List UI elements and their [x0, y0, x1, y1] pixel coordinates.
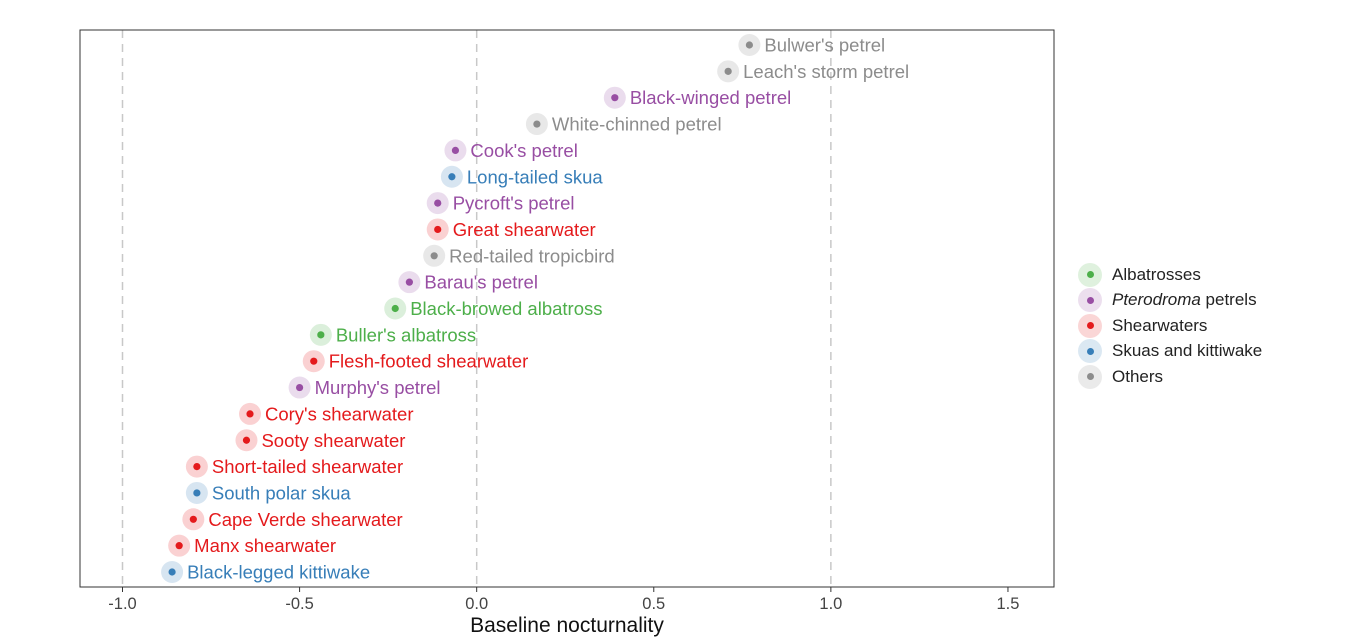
point-marker — [310, 357, 318, 365]
point-marker — [168, 568, 176, 576]
legend-item: Pterodroma petrels — [1078, 288, 1262, 314]
point-label: Black-browed albatross — [410, 298, 602, 319]
legend-item: Shearwaters — [1078, 313, 1262, 339]
x-tick-label: -0.5 — [285, 595, 313, 613]
legend-label: Others — [1112, 366, 1164, 386]
point-label: Flesh-footed shearwater — [329, 351, 529, 372]
legend-label: Shearwaters — [1112, 315, 1208, 335]
data-point: Cape Verde shearwater — [182, 508, 403, 531]
point-label: Red-tailed tropicbird — [449, 245, 615, 266]
data-points: Bulwer's petrel Leach's storm petrel Black… — [161, 34, 909, 583]
legend-item: Albatrosses — [1078, 262, 1262, 288]
point-label: Manx shearwater — [194, 535, 336, 556]
point-marker — [430, 252, 438, 260]
point-marker — [448, 173, 456, 181]
data-point: Black-legged kittiwake — [161, 561, 370, 583]
point-marker — [611, 94, 619, 102]
point-label: Pycroft's petrel — [453, 193, 575, 214]
point-marker — [295, 383, 304, 392]
legend-key — [1078, 339, 1102, 364]
point-marker — [175, 542, 183, 550]
x-axis-title: Baseline nocturnality — [470, 614, 664, 637]
point-label: Short-tailed shearwater — [212, 456, 403, 477]
data-point: Cook's petrel — [444, 139, 578, 162]
legend-label: Albatrosses — [1112, 264, 1201, 284]
point-marker — [391, 304, 399, 313]
point-label: Murphy's petrel — [315, 377, 441, 398]
data-point: Bulwer's petrel — [738, 34, 885, 56]
point-label: Long-tailed skua — [467, 166, 603, 187]
legend-item: Others — [1078, 364, 1262, 390]
point-marker — [451, 146, 460, 154]
x-tick-label: -1.0 — [108, 595, 136, 613]
data-point: Long-tailed skua — [440, 165, 603, 188]
data-point: Leach's storm petrel — [717, 60, 909, 83]
data-point: Cory's shearwater — [239, 402, 414, 425]
point-marker — [193, 463, 201, 471]
legend-label: Skuas and kittiwake — [1112, 341, 1263, 361]
point-marker — [189, 515, 197, 523]
point-label: South polar skua — [212, 482, 352, 503]
x-tick-label: 0.0 — [465, 595, 488, 613]
point-marker — [317, 331, 325, 339]
legend: Albatrosses Pterodroma petrels Shearwaters… — [1078, 262, 1262, 390]
data-point: Pycroft's petrel — [426, 192, 575, 215]
data-point: Black-browed albatross — [384, 297, 603, 320]
point-label: White-chinned petrel — [552, 114, 722, 135]
data-point: South polar skua — [185, 481, 352, 504]
point-label: Buller's albatross — [336, 324, 476, 345]
point-marker — [246, 410, 254, 418]
point-label: Leach's storm petrel — [743, 61, 909, 82]
legend-label: Pterodroma petrels — [1112, 290, 1257, 310]
data-point: Black-winged petrel — [603, 86, 791, 109]
data-point: Murphy's petrel — [288, 376, 441, 399]
point-marker — [434, 199, 442, 207]
x-axis: -1.0 -0.5 0.0 0.5 1.0 1.5 — [108, 587, 1019, 613]
data-point: Great shearwater — [426, 218, 596, 241]
plot-panel — [79, 29, 1055, 588]
data-point: Manx shearwater — [168, 534, 336, 557]
point-marker — [434, 225, 442, 234]
legend-key — [1078, 313, 1102, 338]
point-label: Sooty shearwater — [261, 430, 405, 451]
point-label: Great shearwater — [453, 219, 596, 240]
point-label: Cook's petrel — [470, 140, 577, 161]
point-label: Barau's petrel — [424, 272, 538, 293]
point-marker — [242, 436, 251, 444]
data-point: Red-tailed tropicbird — [423, 244, 615, 267]
data-point: White-chinned petrel — [525, 113, 722, 136]
legend-key — [1078, 288, 1102, 313]
data-point: Sooty shearwater — [235, 429, 405, 452]
point-marker — [724, 67, 732, 75]
legend-key — [1078, 262, 1102, 287]
data-point: Short-tailed shearwater — [185, 455, 403, 478]
point-marker — [533, 120, 541, 128]
legend-key — [1078, 364, 1102, 389]
point-label: Bulwer's petrel — [764, 35, 885, 56]
point-marker — [405, 278, 413, 286]
reference-lines — [121, 30, 832, 587]
point-marker — [193, 489, 201, 497]
x-tick-label: 1.5 — [996, 595, 1019, 613]
point-label: Cory's shearwater — [265, 403, 414, 424]
legend-item: Skuas and kittiwake — [1078, 339, 1262, 365]
data-point: Barau's petrel — [398, 271, 538, 294]
data-point: Flesh-footed shearwater — [302, 350, 529, 373]
point-label: Black-winged petrel — [630, 87, 791, 108]
x-tick-label: 0.5 — [642, 595, 665, 613]
x-tick-label: 1.0 — [819, 595, 842, 613]
point-label: Black-legged kittiwake — [187, 562, 370, 583]
data-point: Buller's albatross — [309, 323, 476, 346]
point-marker — [745, 41, 754, 49]
point-label: Cape Verde shearwater — [208, 509, 402, 530]
